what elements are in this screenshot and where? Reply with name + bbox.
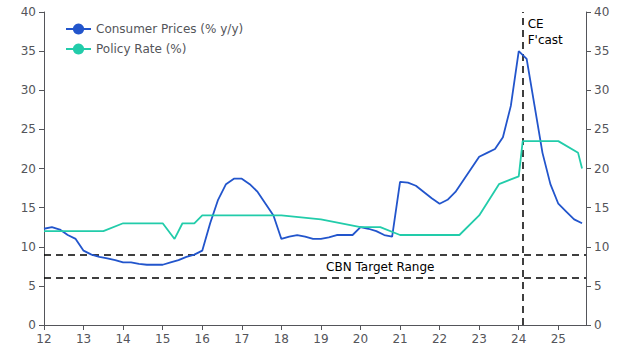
svg-text:30: 30 <box>594 83 609 97</box>
svg-text:18: 18 <box>274 332 289 346</box>
svg-text:16: 16 <box>195 332 210 346</box>
svg-text:35: 35 <box>594 44 609 58</box>
svg-text:Policy Rate (%): Policy Rate (%) <box>96 42 186 56</box>
svg-text:35: 35 <box>21 44 36 58</box>
svg-text:25: 25 <box>551 332 566 346</box>
svg-text:30: 30 <box>21 83 36 97</box>
svg-text:20: 20 <box>594 162 609 176</box>
svg-text:40: 40 <box>21 5 36 19</box>
svg-text:12: 12 <box>36 332 51 346</box>
svg-text:13: 13 <box>76 332 91 346</box>
svg-text:14: 14 <box>115 332 130 346</box>
svg-text:0: 0 <box>594 318 602 332</box>
svg-text:CE: CE <box>528 17 544 31</box>
svg-text:5: 5 <box>28 279 36 293</box>
svg-text:22: 22 <box>432 332 447 346</box>
svg-text:F'cast: F'cast <box>528 33 563 47</box>
svg-text:25: 25 <box>21 122 36 136</box>
svg-text:CBN Target Range: CBN Target Range <box>326 260 434 274</box>
svg-text:15: 15 <box>21 201 36 215</box>
svg-text:25: 25 <box>594 122 609 136</box>
svg-text:15: 15 <box>594 201 609 215</box>
svg-text:10: 10 <box>21 240 36 254</box>
svg-text:20: 20 <box>353 332 368 346</box>
svg-text:20: 20 <box>21 162 36 176</box>
svg-text:5: 5 <box>594 279 602 293</box>
svg-text:19: 19 <box>313 332 328 346</box>
svg-text:40: 40 <box>594 5 609 19</box>
svg-text:Consumer Prices (% y/y): Consumer Prices (% y/y) <box>96 22 243 36</box>
svg-text:23: 23 <box>472 332 487 346</box>
svg-text:10: 10 <box>594 240 609 254</box>
svg-text:17: 17 <box>234 332 249 346</box>
svg-text:24: 24 <box>511 332 526 346</box>
svg-text:0: 0 <box>28 318 36 332</box>
svg-text:15: 15 <box>155 332 170 346</box>
svg-text:21: 21 <box>392 332 407 346</box>
